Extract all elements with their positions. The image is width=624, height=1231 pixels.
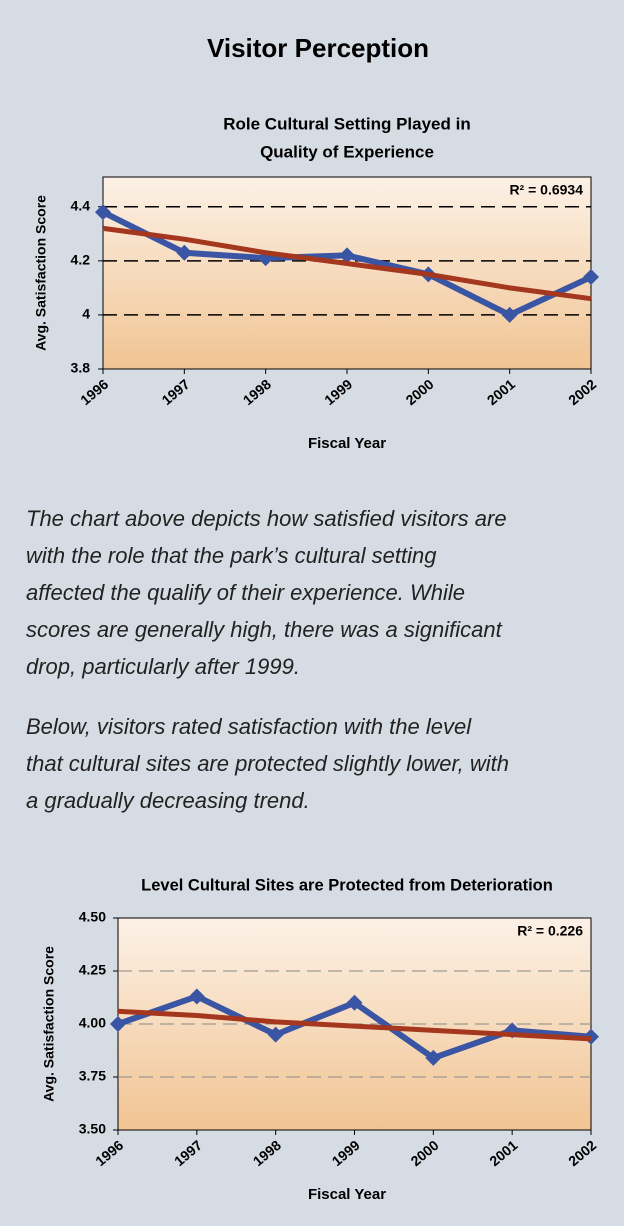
marker	[425, 1049, 442, 1066]
paragraph-line: The chart above depicts how satisfied vi…	[26, 506, 507, 531]
y-tick-label: 4.25	[79, 962, 106, 978]
trend-line	[102, 225, 592, 302]
marker	[339, 247, 355, 264]
marker	[583, 269, 599, 286]
chart-title: Level Cultural Sites are Protected from …	[141, 876, 553, 894]
chart-title: Quality of Experience	[260, 142, 434, 161]
paragraph-line: that cultural sites are protected slight…	[26, 751, 509, 776]
annotation: R² = 0.6934	[509, 182, 583, 198]
marker	[346, 994, 363, 1011]
paragraph-line: a gradually decreasing trend.	[26, 788, 310, 813]
paragraph-line: Below, visitors rated satisfaction with …	[26, 714, 472, 739]
paragraph-line: scores are generally high, there was a s…	[26, 617, 503, 642]
y-tick-label: 3.75	[79, 1068, 106, 1084]
annotation: R² = 0.226	[517, 923, 583, 939]
y-tick-label: 4.4	[71, 197, 91, 213]
page-title: Visitor Perception	[207, 33, 429, 63]
paragraph-line: with the role that the park’s cultural s…	[26, 543, 437, 568]
y-tick-label: 4.50	[79, 909, 106, 925]
marker	[188, 988, 205, 1005]
marker	[257, 250, 274, 267]
chart-title: Role Cultural Setting Played in	[223, 114, 470, 133]
y-tick-label: 4	[82, 306, 90, 322]
marker	[110, 1016, 126, 1032]
marker	[267, 1026, 284, 1043]
trend-line	[117, 1008, 592, 1042]
marker	[95, 204, 111, 221]
y-axis-label: Avg. Satisfaction Score	[33, 195, 49, 351]
y-tick-label: 4.00	[79, 1015, 106, 1031]
x-axis-label: Fiscal Year	[308, 435, 386, 452]
y-axis-label: Avg. Satisfaction Score	[41, 946, 57, 1102]
marker	[176, 244, 193, 261]
paragraph-line: drop, particularly after 1999.	[26, 654, 300, 679]
y-tick-label: 4.2	[71, 252, 91, 268]
y-tick-label: 3.50	[79, 1121, 106, 1137]
paragraph-line: affected the qualify of their experience…	[26, 580, 465, 605]
y-tick-label: 3.8	[71, 360, 91, 376]
marker	[501, 306, 518, 323]
x-axis-label: Fiscal Year	[308, 1186, 386, 1203]
plot-area	[102, 176, 592, 370]
